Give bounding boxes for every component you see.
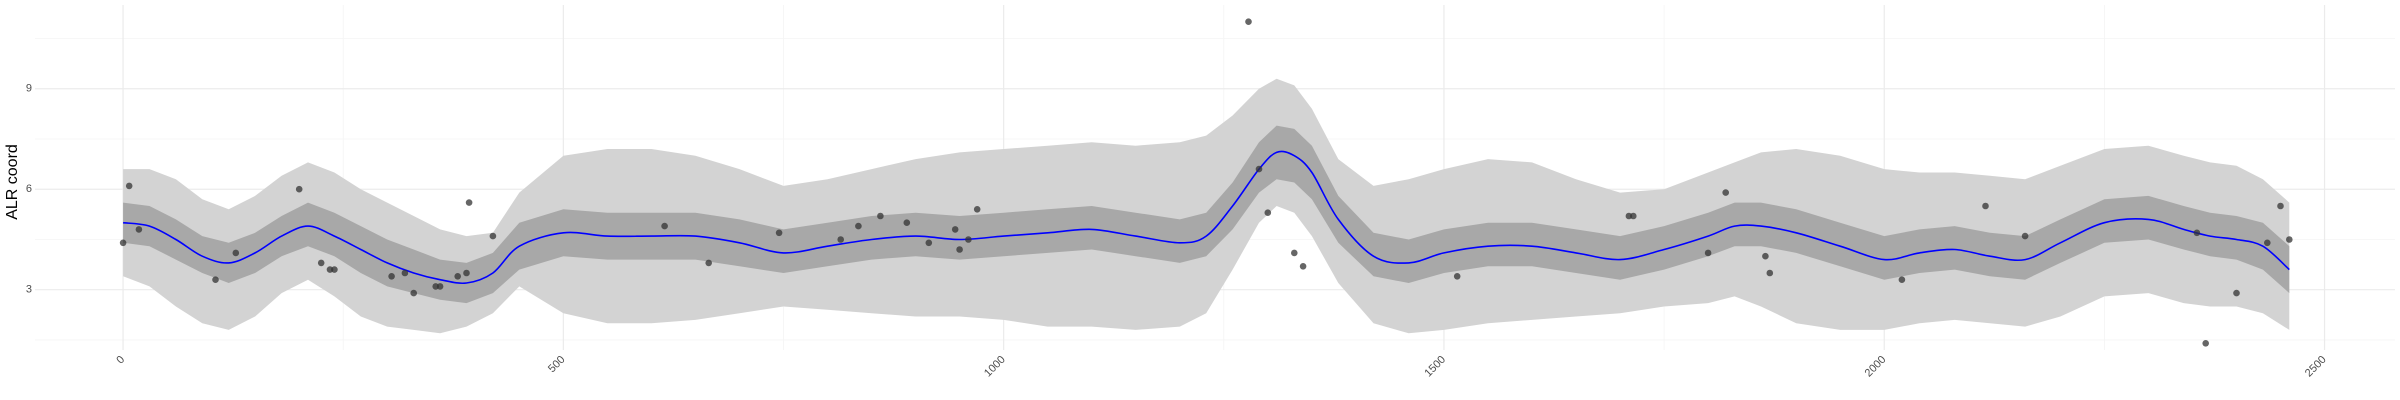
x-tick-label: 1500	[1422, 354, 1448, 380]
observation-point	[956, 246, 963, 253]
observation-point	[1898, 276, 1906, 284]
observation-point	[401, 269, 409, 277]
observation-point	[855, 222, 862, 230]
observation-point	[125, 182, 133, 190]
x-tick-label: 2000	[1863, 354, 1889, 380]
observation-point	[135, 226, 143, 233]
observation-point	[212, 276, 219, 284]
y-axis-ticks: 3 6 9	[26, 83, 32, 296]
observation-point	[1722, 189, 1729, 196]
observation-point	[1453, 273, 1461, 280]
mean-curve-line	[122, 150, 2290, 285]
observation-point	[465, 199, 473, 206]
observation-point	[232, 249, 240, 257]
observation-point	[2286, 236, 2293, 243]
observation-point	[837, 236, 844, 243]
observation-point	[1766, 269, 1774, 277]
observation-point	[295, 185, 303, 193]
x-tick-label: 0	[114, 354, 127, 367]
observation-point	[1704, 249, 1712, 257]
observation-point	[436, 283, 444, 290]
observation-point	[1630, 212, 1637, 220]
y-axis-title: ALR coord	[4, 144, 21, 220]
observation-point	[410, 289, 418, 297]
outer-confidence-band	[123, 78, 2290, 334]
observation-point	[2277, 202, 2284, 210]
observation-point	[388, 273, 395, 280]
observation-point	[877, 212, 884, 220]
observation-point	[454, 273, 462, 280]
inner-confidence-band	[123, 125, 2290, 304]
observation-point	[1762, 252, 1769, 260]
observation-point	[119, 239, 127, 247]
observation-point	[489, 232, 497, 240]
x-axis-ticks: 0 500 1000 1500 2000 2500	[114, 354, 2328, 380]
observation-point	[925, 239, 933, 247]
observation-point	[2193, 229, 2201, 237]
observation-point	[973, 206, 981, 213]
observation-point	[463, 269, 470, 277]
observation-point	[2264, 239, 2271, 247]
observation-point	[1264, 209, 1272, 216]
observation-point	[1982, 202, 1989, 210]
observation-point	[1255, 165, 1263, 173]
observation-point	[965, 236, 972, 243]
x-tick-label: 1000	[982, 354, 1008, 380]
observation-point	[1291, 249, 1298, 257]
observation-point	[661, 222, 668, 230]
y-tick-label: 3	[26, 284, 32, 296]
observation-point	[951, 226, 959, 233]
observation-point	[1299, 263, 1307, 270]
observation-point	[705, 259, 712, 267]
observation-point	[317, 259, 325, 267]
observation-point	[903, 219, 911, 226]
observation-point	[2021, 232, 2029, 240]
x-tick-label: 2500	[2303, 354, 2329, 380]
y-tick-label: 6	[26, 183, 32, 195]
observation-point	[2202, 340, 2209, 347]
y-tick-label: 9	[26, 83, 32, 95]
observation-point	[1245, 18, 1252, 26]
observation-point	[331, 266, 338, 273]
x-tick-label: 500	[546, 354, 567, 375]
observation-point	[2233, 289, 2240, 297]
observation-points	[119, 18, 2293, 347]
observation-point	[775, 229, 783, 237]
